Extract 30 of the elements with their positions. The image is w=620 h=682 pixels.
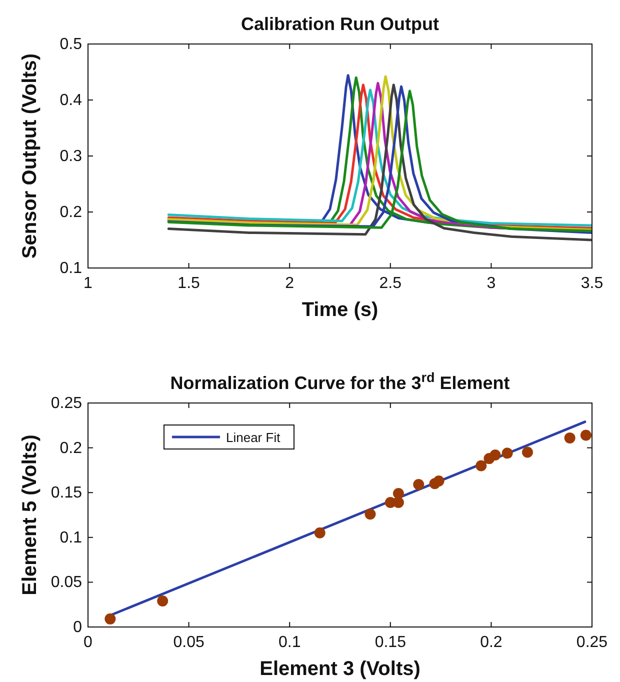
y-tick-label: 0.4 [60,92,82,109]
x-tick-label: 0.15 [374,634,406,651]
x-tick-label: 2 [285,275,294,292]
x-tick-label: 2.5 [379,275,402,292]
y-tick-label: 0 [73,619,82,636]
y-axis-title: Sensor Output (Volts) [19,53,41,259]
x-tick-label: 0 [84,634,93,651]
x-tick-label: 0.1 [278,634,301,651]
x-tick-label: 3.5 [580,275,604,292]
x-tick-label: 0.2 [480,634,502,651]
y-tick-label: 0.5 [60,36,82,53]
y-tick-label: 0.1 [60,260,82,277]
y-tick-label: 0.05 [50,574,82,592]
x-tick-label: 0.05 [173,634,204,651]
y-tick-label: 0.25 [50,395,82,412]
y-tick-label: 0.15 [50,484,82,502]
x-axis-title: Element 3 (Volts) [260,658,420,680]
chart-title: Normalization Curve for the 3$^{rd}$ Element [170,370,510,393]
x-axis-title: Time (s) [302,299,378,321]
x-tick-label: 3 [486,275,496,292]
x-tick-label: 0.25 [576,634,608,651]
y-tick-label: 0.1 [60,529,82,546]
chart-title: Calibration Run Output [241,14,439,34]
x-tick-label: 1.5 [178,275,200,292]
y-tick-label: 0.2 [60,204,82,221]
y-tick-label: 0.3 [60,148,82,165]
y-axis-title: Element 5 (Volts) [19,434,41,596]
legend-label: Linear Fit [226,430,281,445]
y-tick-label: 0.2 [60,440,82,457]
x-tick-label: 1 [84,275,93,292]
